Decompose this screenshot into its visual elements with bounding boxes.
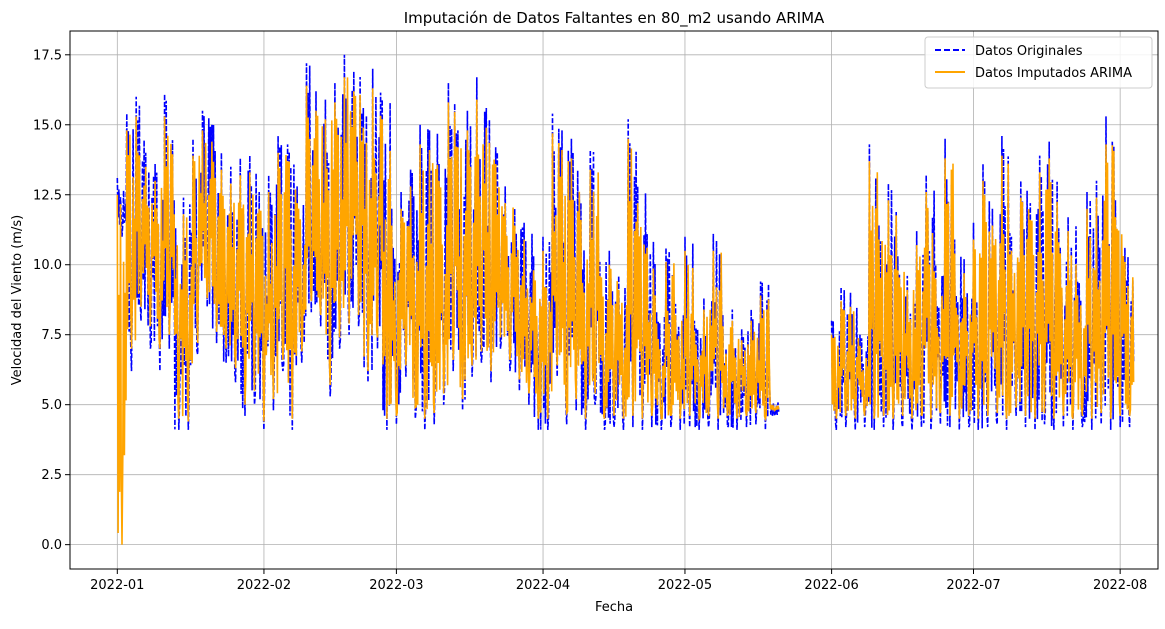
- x-axis-label: Fecha: [595, 600, 633, 615]
- legend-label-arima: Datos Imputados ARIMA: [975, 66, 1132, 81]
- series-line-datos-imputados-arima-segment-1: [116, 77, 780, 545]
- legend: Datos Originales Datos Imputados ARIMA: [924, 36, 1153, 89]
- legend-label-originales: Datos Originales: [975, 44, 1083, 59]
- y-tick-label: 5.0: [41, 398, 62, 413]
- y-tick-label: 12.5: [33, 188, 62, 203]
- x-tick-label: 2022-02: [237, 578, 291, 593]
- series-line-datos-imputados-arima-segment-2: [830, 144, 1135, 419]
- x-tick-label: 2022-04: [516, 578, 570, 593]
- y-tick-label: 17.5: [33, 48, 62, 63]
- y-tick-label: 0.0: [41, 538, 62, 553]
- y-tick-label: 2.5: [41, 468, 62, 483]
- x-tick-label: 2022-03: [369, 578, 423, 593]
- y-tick-label: 7.5: [41, 328, 62, 343]
- y-tick-label: 15.0: [33, 118, 62, 133]
- y-axis-label: Velocidad del Viento (m/s): [10, 215, 25, 385]
- y-tick-label: 10.0: [33, 258, 62, 273]
- x-tick-label: 2022-07: [946, 578, 1000, 593]
- series-layer: [116, 54, 1135, 545]
- x-axis: 2022-01 2022-02 2022-03 2022-04 2022-05 2022-…: [90, 569, 1147, 593]
- x-tick-label: 2022-05: [658, 578, 712, 593]
- chart-title: Imputación de Datos Faltantes en 80_m2 u…: [404, 9, 825, 28]
- plot-frame: [69, 30, 1159, 570]
- legend-box: [924, 36, 1153, 89]
- y-axis: 0.0 2.5 5.0 7.5 10.0 12.5 15.0 17.5: [33, 48, 70, 553]
- x-tick-label: 2022-06: [804, 578, 858, 593]
- x-tick-label: 2022-01: [90, 578, 144, 593]
- x-tick-label: 2022-08: [1093, 578, 1147, 593]
